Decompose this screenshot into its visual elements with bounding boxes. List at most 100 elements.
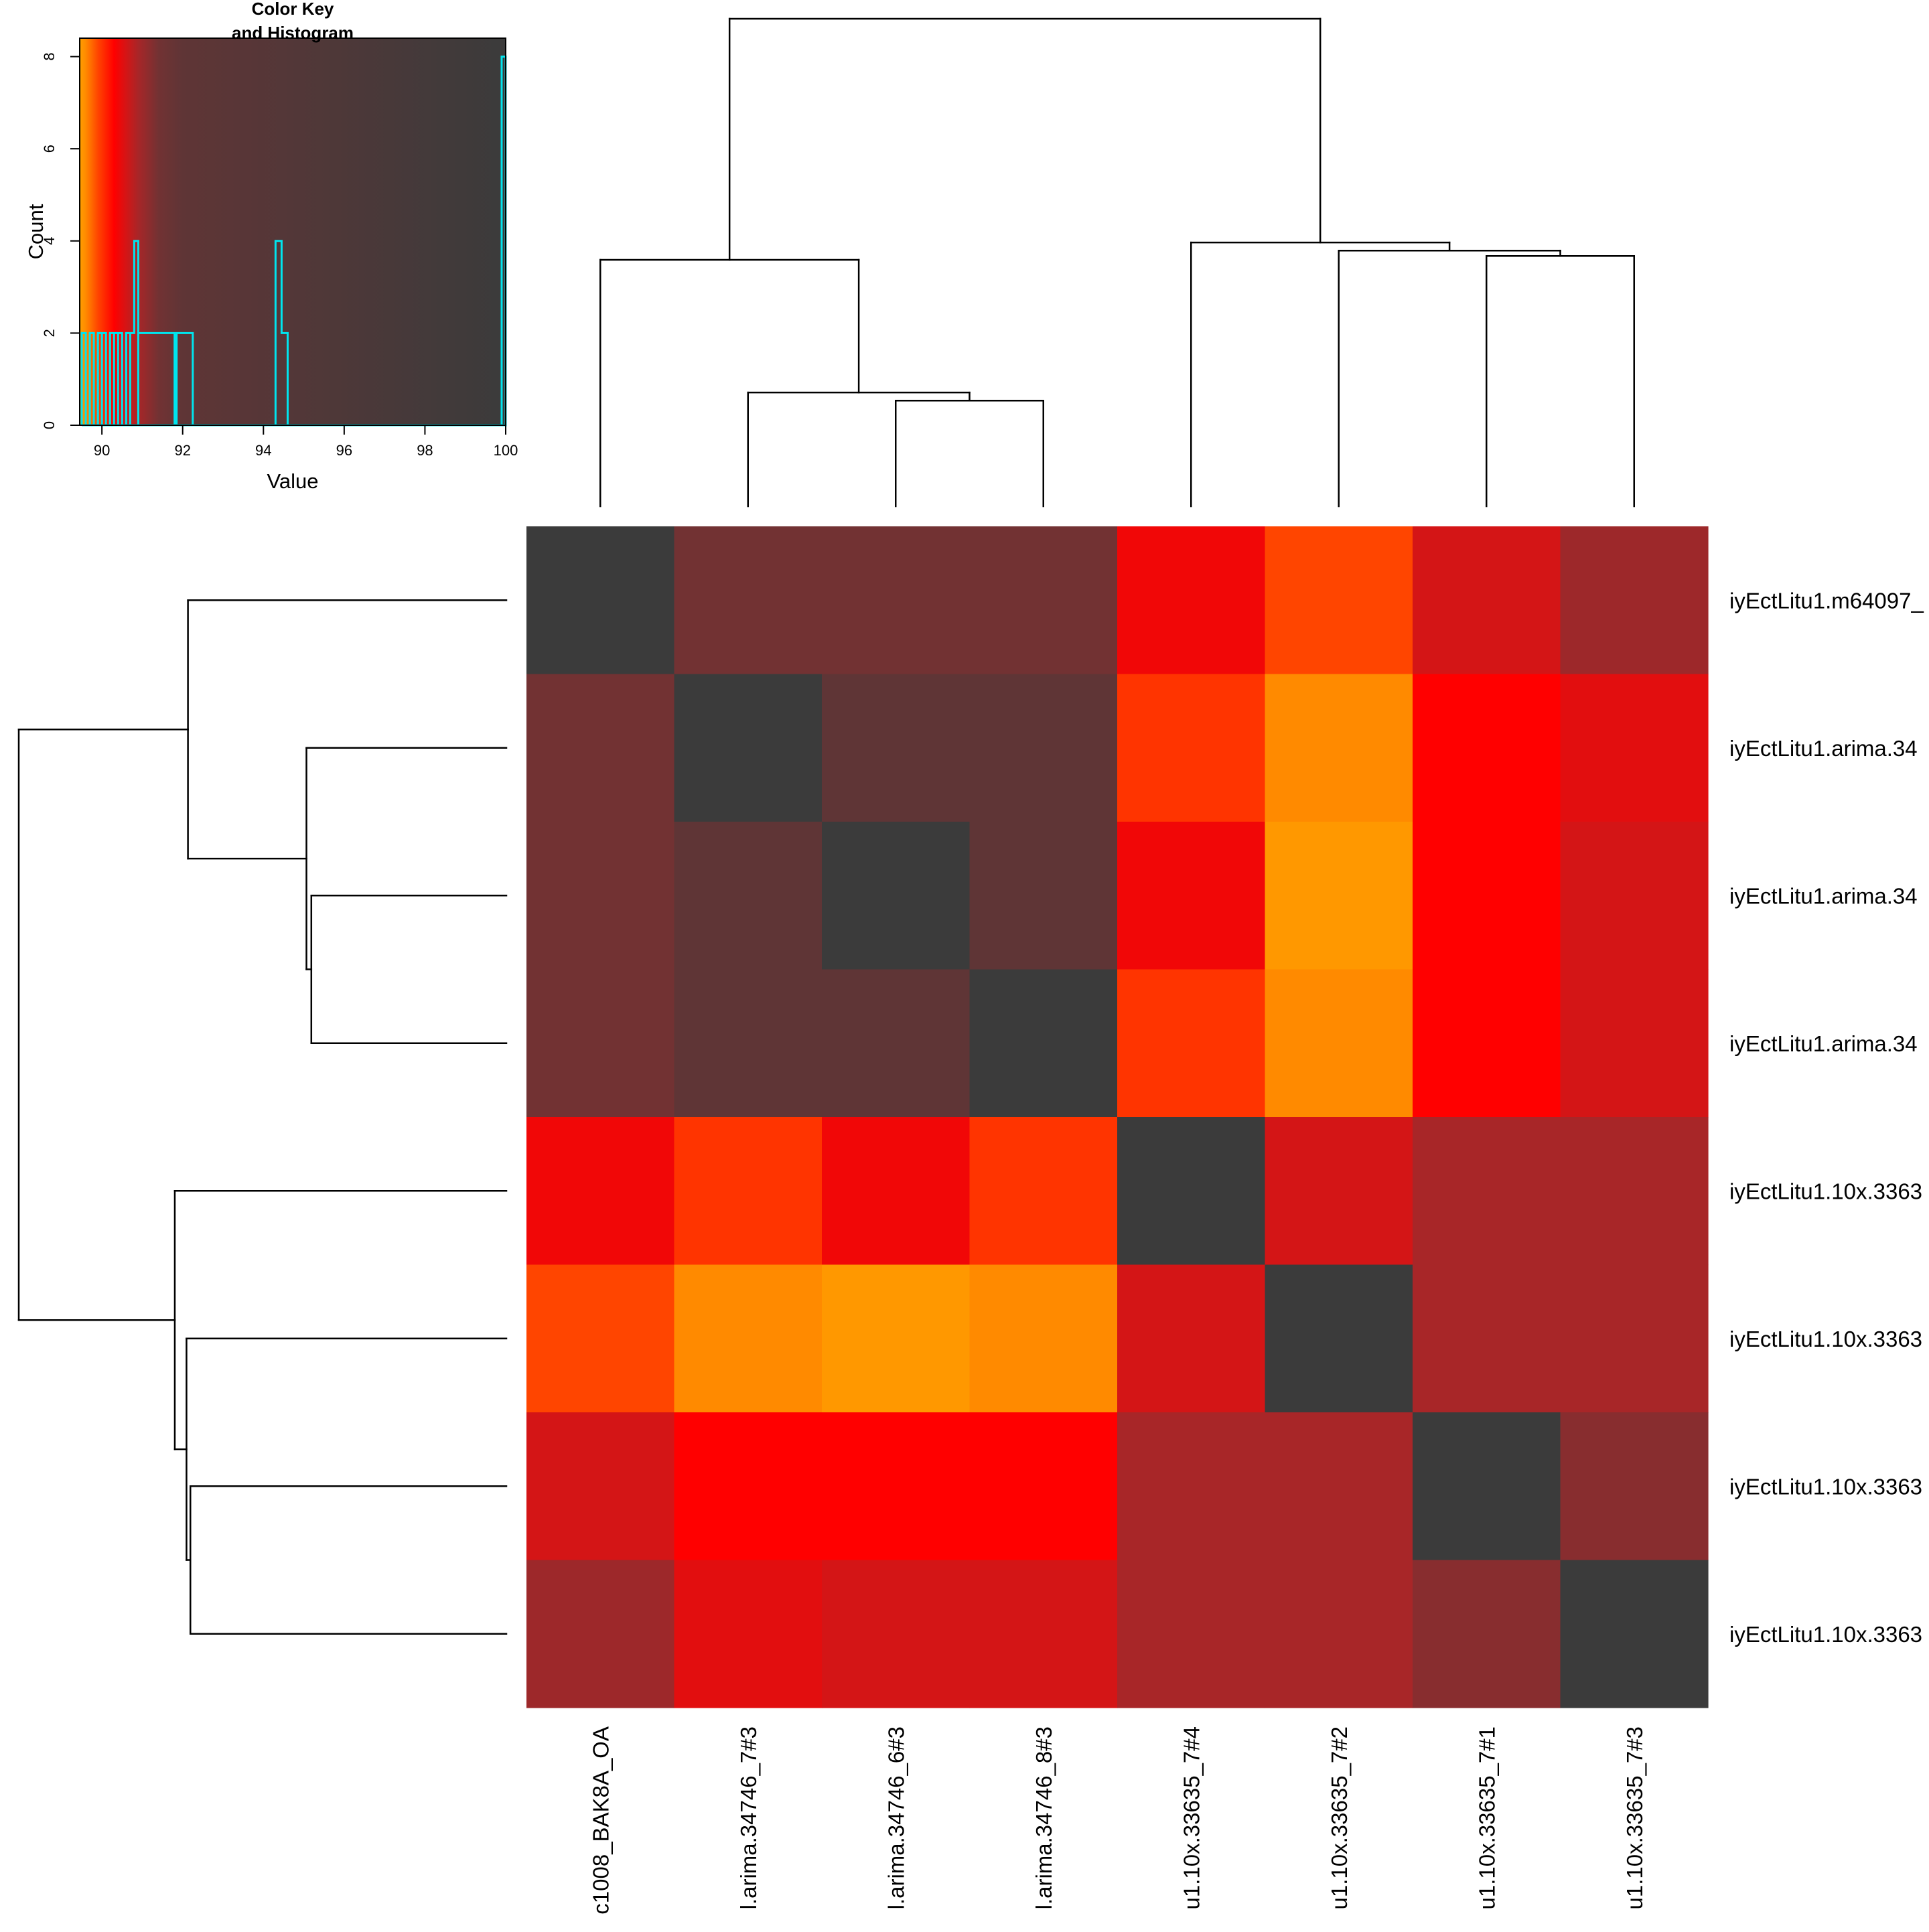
heatmap-cell bbox=[1413, 1264, 1561, 1413]
y-tick-label: 4 bbox=[41, 237, 58, 245]
heatmap-cell bbox=[674, 1560, 823, 1708]
x-tick-label: 92 bbox=[174, 442, 190, 459]
row-label: iyEctLitu1.10x.3363 bbox=[1729, 1622, 1922, 1647]
heatmap-cell bbox=[969, 1412, 1118, 1561]
x-tick-label: 94 bbox=[255, 442, 271, 459]
color-key-title: Color Key bbox=[252, 0, 334, 19]
heatmap-cell bbox=[1265, 674, 1413, 822]
heatmap-cell bbox=[822, 1560, 971, 1708]
heatmap-cell bbox=[822, 1264, 971, 1413]
heatmap-cell bbox=[526, 1560, 675, 1708]
heatmap-cell bbox=[674, 1412, 823, 1561]
row-labels: iyEctLitu1.m64097_ iyEctLitu1.arima.34 iyE… bbox=[1729, 588, 1924, 1647]
heatmap-cell bbox=[526, 526, 675, 675]
heatmap-cell bbox=[969, 822, 1118, 970]
heatmap-cell bbox=[1560, 526, 1709, 675]
heatmap-cell bbox=[1117, 526, 1266, 675]
heatmap-cell bbox=[1413, 1412, 1561, 1561]
row-label: iyEctLitu1.arima.34 bbox=[1729, 883, 1918, 908]
row-dendrogram bbox=[17, 599, 508, 1635]
heatmap-cell bbox=[822, 969, 971, 1118]
y-tick-label: 2 bbox=[41, 329, 58, 337]
color-key: 90 92 94 96 98 100 0 2 4 6 8 Color Key and Histogram… bbox=[24, 0, 518, 493]
color-key-xlabel: Value bbox=[267, 469, 319, 493]
heatmap-cell bbox=[822, 1117, 971, 1266]
heatmap-cell bbox=[1117, 822, 1266, 970]
heatmap-cell bbox=[1413, 969, 1561, 1118]
heatmap-cell bbox=[969, 1264, 1118, 1413]
heatmap-cell bbox=[822, 674, 971, 822]
heatmap-cell bbox=[1117, 1117, 1266, 1266]
x-tick-label: 96 bbox=[336, 442, 352, 459]
heatmap-cell bbox=[526, 1264, 675, 1413]
heatmap-cell bbox=[526, 1412, 675, 1561]
column-labels: c1008_BAK8A_OA l.arima.34746_7#3 l.arima.3… bbox=[588, 1726, 1647, 1915]
heatmap-cell bbox=[1265, 1264, 1413, 1413]
row-label: iyEctLitu1.10x.3363 bbox=[1729, 1474, 1922, 1499]
heatmap-cell bbox=[1560, 969, 1709, 1118]
heatmap-cell bbox=[1265, 1117, 1413, 1266]
heatmap-cell bbox=[1413, 674, 1561, 822]
heatmap-cell bbox=[674, 1117, 823, 1266]
color-key-ylabel: Count bbox=[24, 204, 48, 259]
column-label: l.arima.34746_8#3 bbox=[1031, 1726, 1056, 1909]
heatmap-cell bbox=[969, 674, 1118, 822]
heatmap-cell bbox=[1117, 969, 1266, 1118]
heatmap-cell bbox=[969, 969, 1118, 1118]
column-label: u1.10x.33635_7#3 bbox=[1622, 1726, 1647, 1909]
heatmap-cell bbox=[1560, 1560, 1709, 1708]
heatmap-cell bbox=[674, 969, 823, 1118]
column-label: c1008_BAK8A_OA bbox=[588, 1726, 613, 1915]
x-tick-label: 98 bbox=[417, 442, 433, 459]
x-tick-label: 90 bbox=[94, 442, 110, 459]
y-tick-label: 6 bbox=[41, 145, 58, 153]
color-key-subtitle: and Histogram bbox=[232, 23, 354, 43]
heatmap-cell bbox=[1265, 1560, 1413, 1708]
heatmap-cell bbox=[1560, 1264, 1709, 1413]
heatmap-cell bbox=[1265, 1412, 1413, 1561]
heatmap-cell bbox=[969, 1117, 1118, 1266]
heatmap-cell bbox=[1413, 526, 1561, 675]
row-label: iyEctLitu1.arima.34 bbox=[1729, 1031, 1918, 1056]
heatmap-cell bbox=[674, 1264, 823, 1413]
x-tick-label: 100 bbox=[494, 442, 518, 459]
heatmap-cell bbox=[1560, 822, 1709, 970]
heatmap-cell bbox=[526, 822, 675, 970]
heatmap-cell bbox=[822, 822, 971, 970]
heatmap-cell bbox=[969, 526, 1118, 675]
column-label: l.arima.34746_6#3 bbox=[883, 1726, 908, 1909]
heatmap-cell bbox=[1117, 1560, 1266, 1708]
heatmap-cell bbox=[1117, 674, 1266, 822]
heatmap-cell bbox=[822, 1412, 971, 1561]
row-label: iyEctLitu1.10x.3363 bbox=[1729, 1327, 1922, 1351]
heatmap-cell bbox=[526, 674, 675, 822]
row-label: iyEctLitu1.arima.34 bbox=[1729, 736, 1918, 761]
heatmap-cell bbox=[822, 526, 971, 675]
row-label: iyEctLitu1.10x.3363 bbox=[1729, 1179, 1922, 1203]
y-tick-label: 0 bbox=[41, 421, 58, 429]
heatmap-cell bbox=[1117, 1412, 1266, 1561]
heatmap-cell bbox=[1413, 1560, 1561, 1708]
heatmap-cell bbox=[1265, 526, 1413, 675]
color-key-gradient bbox=[80, 38, 506, 425]
heatmap-cell bbox=[1265, 969, 1413, 1118]
column-label: u1.10x.33635_7#2 bbox=[1327, 1726, 1352, 1909]
heatmap-cell bbox=[1413, 1117, 1561, 1266]
heatmap-cell bbox=[526, 1117, 675, 1266]
y-tick-label: 8 bbox=[41, 52, 58, 60]
heatmap-cell bbox=[526, 969, 675, 1118]
column-label: l.arima.34746_7#3 bbox=[736, 1726, 761, 1909]
heatmap-cell bbox=[969, 1560, 1118, 1708]
heatmap-cell bbox=[1265, 822, 1413, 970]
heatmap-cell bbox=[1560, 1412, 1709, 1561]
heatmap-cell bbox=[674, 822, 823, 970]
color-key-frame bbox=[79, 38, 506, 426]
heatmap-cell bbox=[1560, 1117, 1709, 1266]
heatmap-cell bbox=[674, 674, 823, 822]
column-label: u1.10x.33635_7#1 bbox=[1474, 1726, 1499, 1909]
column-label: u1.10x.33635_7#4 bbox=[1179, 1726, 1204, 1909]
heatmap-cell bbox=[674, 526, 823, 675]
column-dendrogram bbox=[599, 17, 1635, 508]
